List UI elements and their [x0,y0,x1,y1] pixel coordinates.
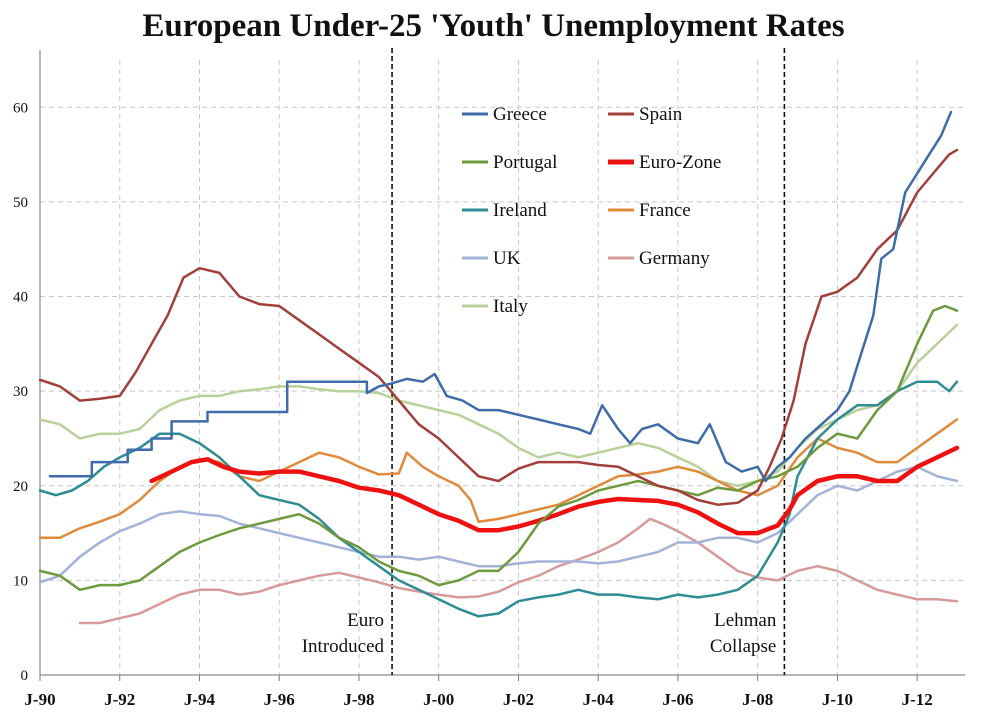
annotation-label: Euro [347,610,384,631]
grid [40,60,965,675]
series-line-euro-zone [149,445,960,536]
legend-label-germany: Germany [639,248,710,269]
legend-label-italy: Italy [493,296,528,317]
x-tick-label: J-00 [423,690,454,709]
x-tick-label: J-12 [902,690,933,709]
legend-label-france: France [639,200,691,221]
series-lines [38,110,960,625]
x-tick-label: J-06 [662,690,693,709]
series-line-spain [38,148,959,506]
x-tick-label: J-96 [264,690,295,709]
x-tick-label: J-92 [104,690,135,709]
series-line-uk [38,465,959,584]
x-tick-label: J-02 [503,690,534,709]
chart-title: European Under-25 'Youth' Unemployment R… [142,8,845,44]
legend: Greece Spain Portugal Euro-Zone Ireland Franc… [462,104,721,317]
y-tick-label: 20 [13,479,28,495]
series-line-greece [48,110,953,483]
y-tick-label: 0 [21,668,29,684]
legend-label-spain: Spain [639,104,683,125]
y-tick-label: 50 [13,195,28,211]
series-line-ireland [38,380,959,618]
series-line-portugal [38,304,959,592]
legend-label-ireland: Ireland [493,200,547,221]
y-tick-label: 10 [13,573,28,589]
y-tick-label: 30 [13,384,28,400]
axes: 0 10 20 30 40 50 60 J-90 J-92 J-94 J-96 J-98 J-00 J-0… [13,50,965,709]
y-tick-label: 40 [13,290,28,306]
y-tick-label: 60 [13,100,28,116]
legend-label-euro-zone: Euro-Zone [639,152,721,173]
series-line-italy [38,323,959,488]
annotation-label: Collapse [710,636,777,657]
series-line-germany [78,517,959,625]
x-tick-label: J-94 [184,690,216,709]
annotations: Euro Introduced Lehman Collapse [302,48,786,675]
x-tick-label: J-90 [24,690,55,709]
annotation-label: Introduced [302,636,385,657]
legend-label-portugal: Portugal [493,152,557,173]
x-tick-label: J-10 [822,690,853,709]
annotation-label: Lehman [714,610,777,631]
x-tick-label: J-08 [742,690,773,709]
legend-label-uk: UK [493,248,521,269]
x-tick-label: J-98 [343,690,374,709]
x-tick-label: J-04 [583,690,615,709]
legend-label-greece: Greece [493,104,547,125]
